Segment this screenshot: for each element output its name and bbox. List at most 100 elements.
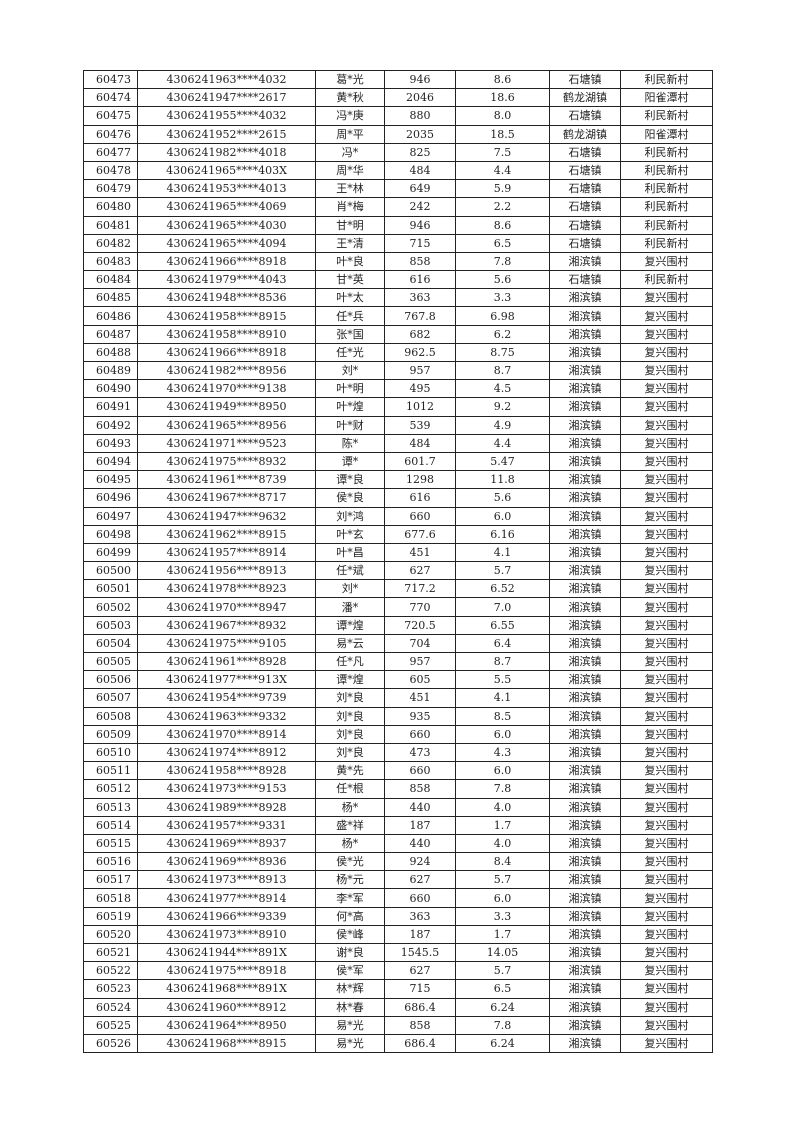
town-cell: 湘滨镇 bbox=[549, 415, 621, 435]
row-number-cell: 60486 bbox=[83, 306, 138, 326]
table-row: 60490 4306241970****9138 叶*明 495 4.5 湘滨镇 复兴围村 bbox=[83, 379, 713, 399]
quantity-cell: 8.5 bbox=[455, 706, 550, 726]
id-number-cell: 4306241966****8918 bbox=[137, 251, 316, 272]
id-number-cell: 4306241970****8947 bbox=[137, 597, 316, 617]
quantity-cell: 5.7 bbox=[455, 961, 550, 981]
quantity-cell: 9.2 bbox=[455, 397, 550, 417]
row-number-cell: 60498 bbox=[83, 524, 138, 544]
quantity-cell: 4.0 bbox=[455, 797, 550, 817]
person-name-cell: 刘*良 bbox=[315, 706, 385, 726]
table-row: 60508 4306241963****9332 刘*良 935 8.5 湘滨镇 复兴围村 bbox=[83, 706, 713, 726]
person-name-cell: 刘*良 bbox=[315, 742, 385, 763]
amount-cell: 605 bbox=[384, 670, 456, 690]
row-number-cell: 60506 bbox=[83, 670, 138, 690]
amount-cell: 1298 bbox=[384, 470, 456, 490]
town-cell: 石塘镇 bbox=[549, 160, 621, 181]
person-name-cell: 黄*先 bbox=[315, 761, 385, 781]
row-number-cell: 60480 bbox=[83, 197, 138, 217]
amount-cell: 616 bbox=[384, 488, 456, 508]
person-name-cell: 盛*祥 bbox=[315, 815, 385, 835]
amount-cell: 935 bbox=[384, 706, 456, 726]
person-name-cell: 易*云 bbox=[315, 633, 385, 654]
town-cell: 湘滨镇 bbox=[549, 597, 621, 617]
village-cell: 复兴围村 bbox=[620, 797, 713, 817]
amount-cell: 924 bbox=[384, 852, 456, 872]
town-cell: 湘滨镇 bbox=[549, 561, 621, 581]
id-number-cell: 4306241961****8928 bbox=[137, 651, 316, 672]
village-cell: 复兴围村 bbox=[620, 615, 713, 635]
village-cell: 复兴围村 bbox=[620, 579, 713, 599]
village-cell: 复兴围村 bbox=[620, 906, 713, 926]
village-cell: 复兴围村 bbox=[620, 815, 713, 835]
town-cell: 湘滨镇 bbox=[549, 633, 621, 654]
id-number-cell: 4306241968****8915 bbox=[137, 1033, 316, 1054]
row-number-cell: 60509 bbox=[83, 724, 138, 744]
town-cell: 湘滨镇 bbox=[549, 961, 621, 981]
town-cell: 湘滨镇 bbox=[549, 615, 621, 635]
amount-cell: 660 bbox=[384, 506, 456, 526]
person-name-cell: 刘* bbox=[315, 579, 385, 599]
amount-cell: 946 bbox=[384, 69, 456, 90]
table-row: 60485 4306241948****8536 叶*太 363 3.3 湘滨镇 复兴围村 bbox=[83, 288, 713, 308]
town-cell: 湘滨镇 bbox=[549, 870, 621, 890]
id-number-cell: 4306241954****9739 bbox=[137, 688, 316, 708]
town-cell: 湘滨镇 bbox=[549, 888, 621, 908]
table-row: 60487 4306241958****8910 张*国 682 6.2 湘滨镇 复兴围村 bbox=[83, 324, 713, 344]
amount-cell: 601.7 bbox=[384, 451, 456, 472]
id-number-cell: 4306241953****4013 bbox=[137, 179, 316, 199]
town-cell: 湘滨镇 bbox=[549, 924, 621, 945]
town-cell: 石塘镇 bbox=[549, 197, 621, 217]
quantity-cell: 8.6 bbox=[455, 69, 550, 90]
id-number-cell: 4306241949****8950 bbox=[137, 397, 316, 417]
amount-cell: 484 bbox=[384, 433, 456, 453]
town-cell: 石塘镇 bbox=[549, 233, 621, 253]
village-cell: 复兴围村 bbox=[620, 597, 713, 617]
village-cell: 复兴围村 bbox=[620, 870, 713, 890]
quantity-cell: 4.4 bbox=[455, 433, 550, 453]
amount-cell: 686.4 bbox=[384, 1033, 456, 1054]
person-name-cell: 刘*鸿 bbox=[315, 506, 385, 526]
table-row: 60506 4306241977****913X 谭*煌 605 5.5 湘滨镇 复兴围村 bbox=[83, 670, 713, 690]
id-number-cell: 4306241975****8918 bbox=[137, 961, 316, 981]
quantity-cell: 3.3 bbox=[455, 906, 550, 926]
village-cell: 复兴围村 bbox=[620, 251, 713, 272]
table-row: 60503 4306241967****8932 谭*煌 720.5 6.55 湘滨镇 复兴… bbox=[83, 615, 713, 635]
id-number-cell: 4306241973****8910 bbox=[137, 924, 316, 945]
row-number-cell: 60523 bbox=[83, 979, 138, 999]
person-name-cell: 林*春 bbox=[315, 997, 385, 1017]
row-number-cell: 60487 bbox=[83, 324, 138, 344]
id-number-cell: 4306241957****8914 bbox=[137, 542, 316, 563]
quantity-cell: 6.0 bbox=[455, 724, 550, 744]
amount-cell: 451 bbox=[384, 688, 456, 708]
row-number-cell: 60524 bbox=[83, 997, 138, 1017]
town-cell: 湘滨镇 bbox=[549, 1015, 621, 1035]
amount-cell: 825 bbox=[384, 142, 456, 162]
id-number-cell: 4306241973****9153 bbox=[137, 779, 316, 799]
id-number-cell: 4306241975****8932 bbox=[137, 451, 316, 472]
village-cell: 复兴围村 bbox=[620, 433, 713, 453]
village-cell: 复兴围村 bbox=[620, 852, 713, 872]
village-cell: 复兴围村 bbox=[620, 415, 713, 435]
id-number-cell: 4306241967****8717 bbox=[137, 488, 316, 508]
person-name-cell: 杨*元 bbox=[315, 870, 385, 890]
table-row: 60476 4306241952****2615 周*平 2035 18.5 鹤龙湖镇 阳雀… bbox=[83, 124, 713, 144]
quantity-cell: 6.52 bbox=[455, 579, 550, 599]
table-row: 60518 4306241977****8914 李*军 660 6.0 湘滨镇 复兴围村 bbox=[83, 888, 713, 908]
amount-cell: 242 bbox=[384, 197, 456, 217]
quantity-cell: 3.3 bbox=[455, 288, 550, 308]
town-cell: 湘滨镇 bbox=[549, 579, 621, 599]
id-number-cell: 4306241971****9523 bbox=[137, 433, 316, 453]
row-number-cell: 60525 bbox=[83, 1015, 138, 1035]
village-cell: 阳雀潭村 bbox=[620, 88, 713, 108]
amount-cell: 682 bbox=[384, 324, 456, 344]
row-number-cell: 60481 bbox=[83, 215, 138, 235]
quantity-cell: 6.0 bbox=[455, 761, 550, 781]
table-row: 60521 4306241944****891X 谢*良 1545.5 14.05 湘滨镇… bbox=[83, 942, 713, 963]
row-number-cell: 60494 bbox=[83, 451, 138, 472]
quantity-cell: 6.5 bbox=[455, 233, 550, 253]
table-row: 60484 4306241979****4043 甘*英 616 5.6 石塘镇 利民新村 bbox=[83, 270, 713, 290]
row-number-cell: 60489 bbox=[83, 360, 138, 381]
town-cell: 湘滨镇 bbox=[549, 688, 621, 708]
town-cell: 湘滨镇 bbox=[549, 397, 621, 417]
id-number-cell: 4306241970****8914 bbox=[137, 724, 316, 744]
